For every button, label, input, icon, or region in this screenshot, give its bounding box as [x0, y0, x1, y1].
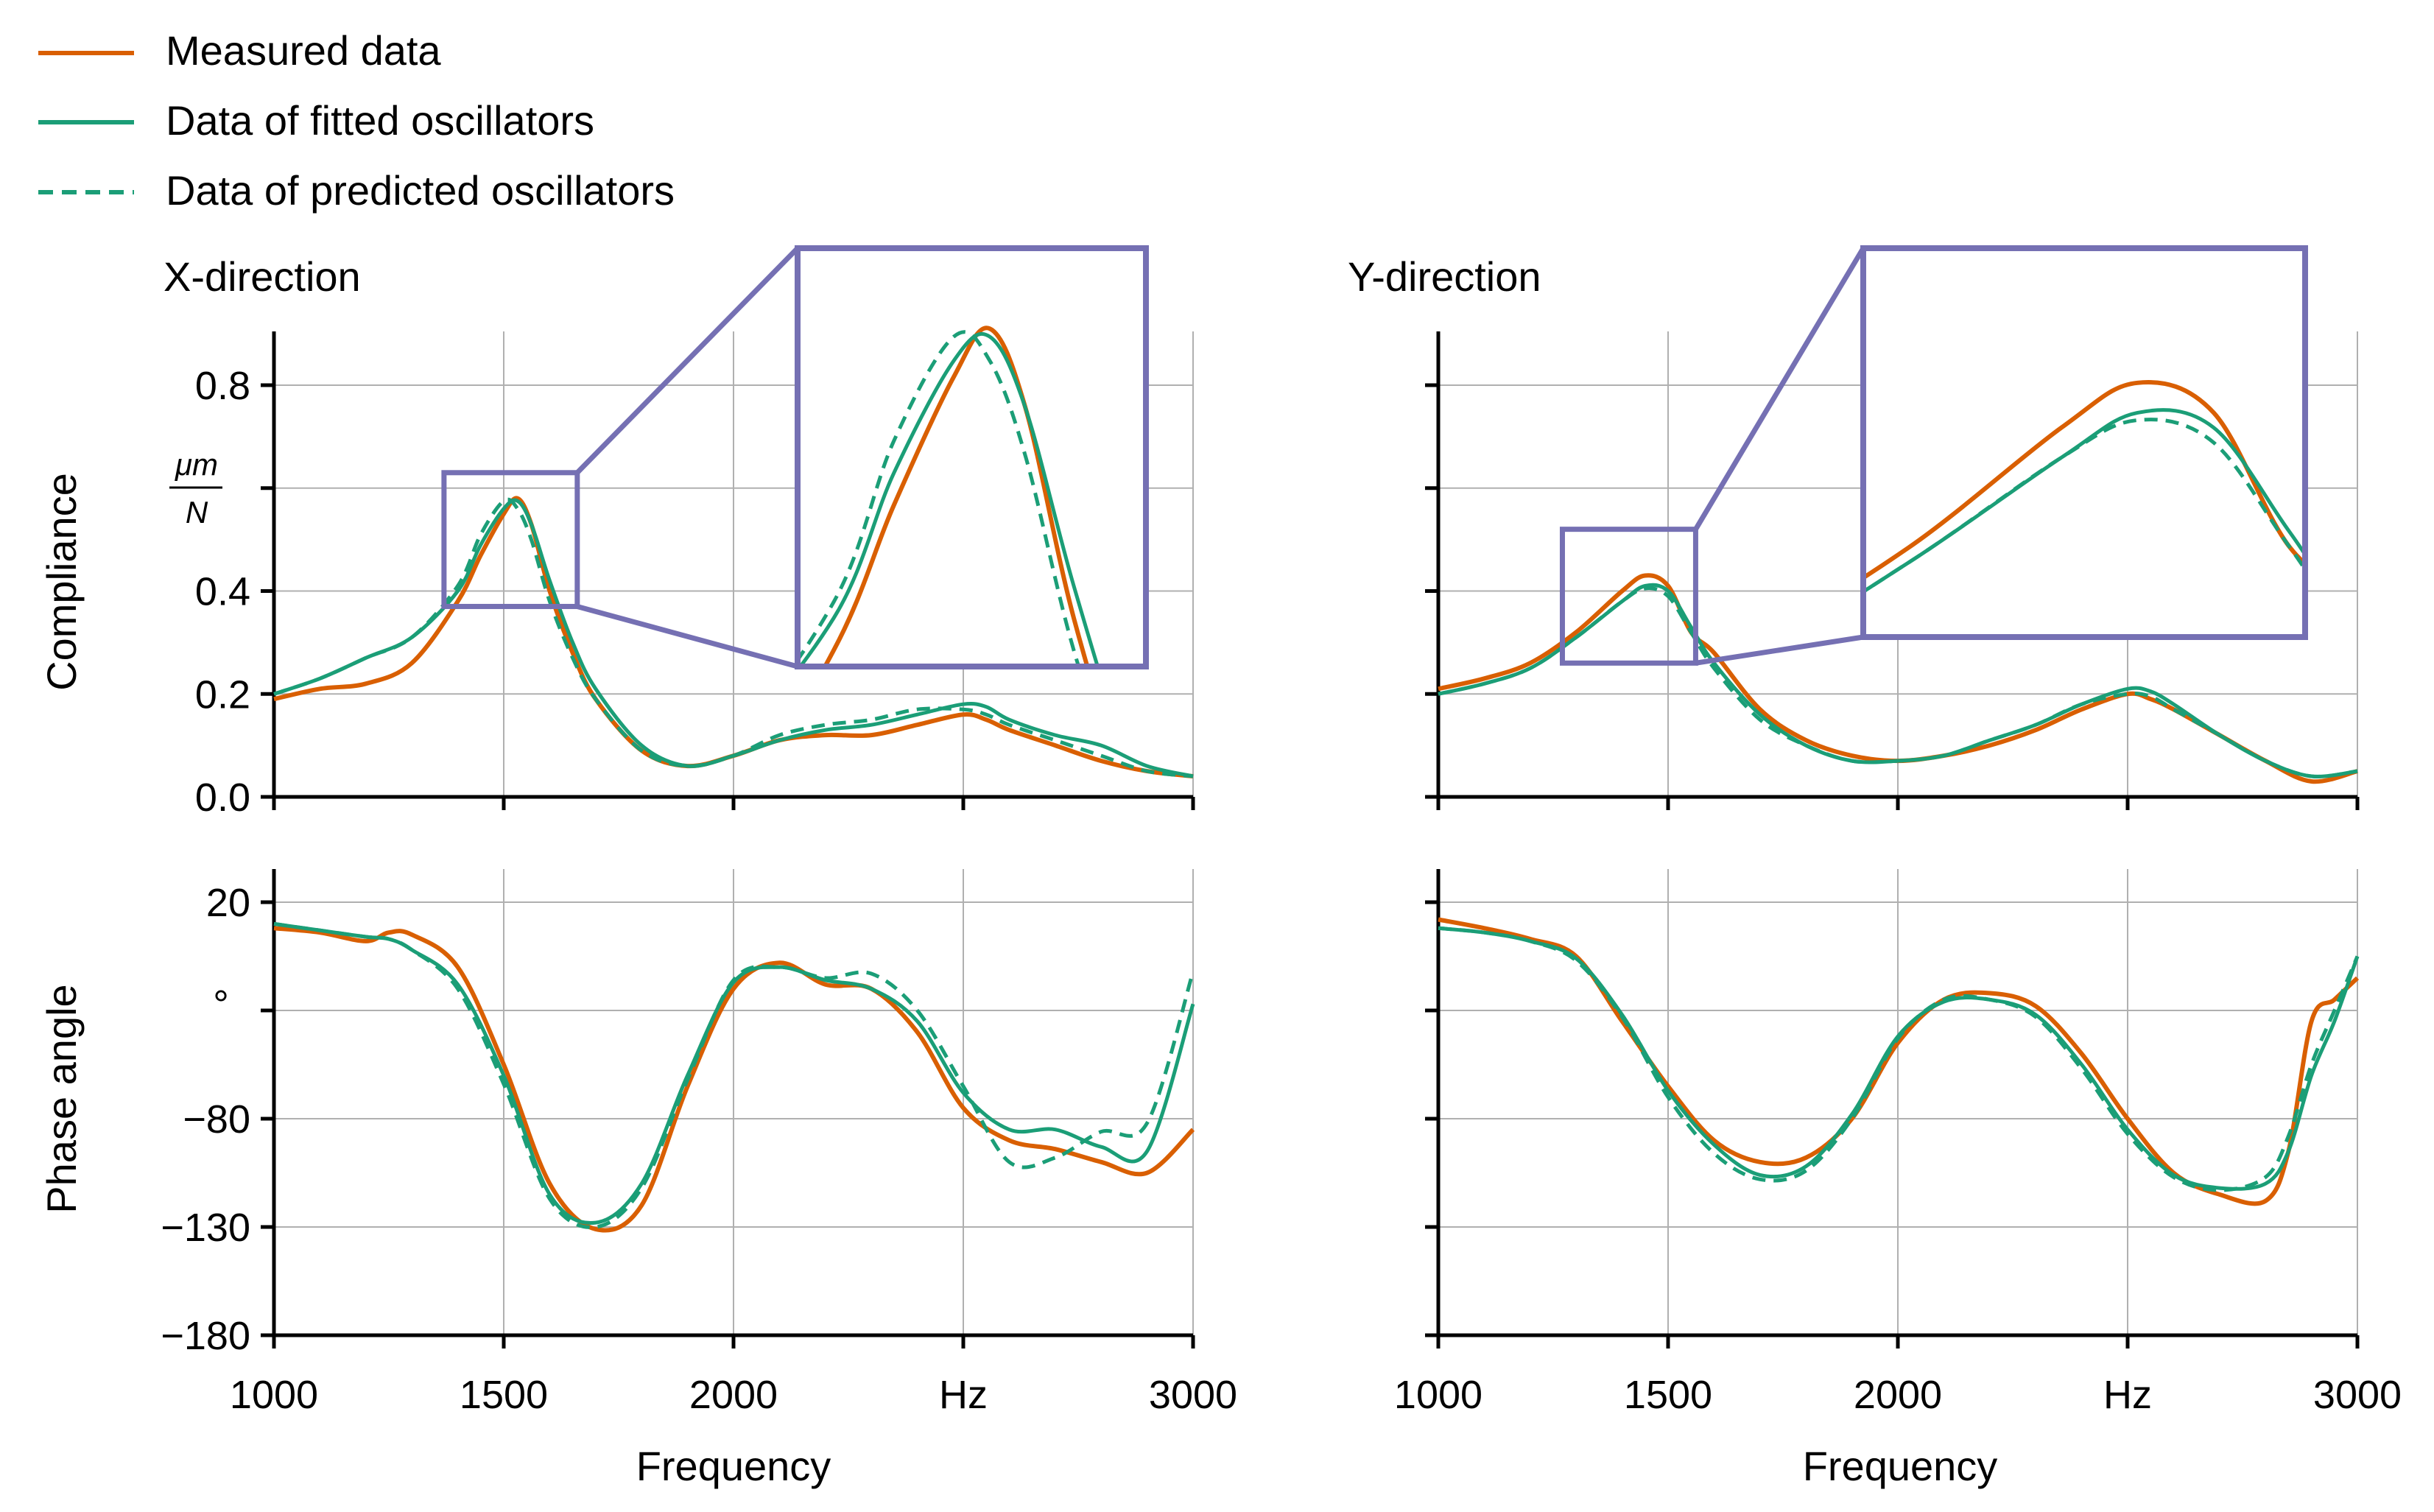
x-tick-label: 3000 — [1149, 1373, 1237, 1417]
y-tick-label: −180 — [161, 1314, 250, 1358]
panel-title-x: X-direction — [163, 253, 361, 300]
zoom-region — [441, 470, 580, 609]
y-tick-label: 0.2 — [195, 672, 250, 717]
xlabel-left: Frequency — [636, 1443, 831, 1489]
x-tick-label: 1500 — [460, 1373, 548, 1417]
zoom-connector — [576, 604, 798, 669]
y-tick-label: −80 — [183, 1097, 250, 1142]
inset-frame — [1860, 245, 2308, 640]
inset-series-data-of-predicted-oscillators — [798, 330, 1081, 667]
phase-axis-label: Phase angle — [38, 984, 85, 1213]
inset-series-measured-data — [822, 326, 1090, 667]
x-tick-label: 3000 — [2313, 1373, 2402, 1417]
inset-frame — [795, 245, 1149, 669]
plot-area: 0.0 0.2 0.4 0.8 −180 −130 −80 20 ° 1000 1500 2000 Hz… — [161, 245, 2402, 1417]
inset-plot — [1863, 380, 2305, 594]
zoom-connector — [1693, 247, 1866, 531]
series-data-of-predicted-oscillators — [1438, 586, 2358, 778]
y-tick-label: 0.8 — [195, 364, 250, 408]
panel-phase-x: −180 −130 −80 20 — [161, 869, 1195, 1358]
panel-compliance-y — [1425, 331, 2360, 810]
phase-unit-label: ° — [213, 982, 229, 1027]
y-tick-label: −130 — [161, 1206, 250, 1250]
x-tick-label: 1000 — [1394, 1373, 1482, 1417]
series-measured-data — [273, 926, 1195, 1233]
series-data-of-predicted-oscillators — [1438, 926, 2360, 1192]
y-tick-label: 0.4 — [195, 570, 250, 614]
series-data-of-fitted-oscillators — [273, 498, 1194, 778]
legend: Measured data Data of fitted oscillators… — [38, 27, 675, 214]
panel-title-y: Y-direction — [1348, 253, 1541, 300]
panel-phase-y — [1425, 869, 2360, 1349]
x-tick-label: 1500 — [1624, 1373, 1712, 1417]
zoom-connector — [1695, 634, 1864, 666]
inset-plot — [798, 326, 1100, 667]
compliance-unit-numerator: μm — [175, 447, 218, 482]
inset-x — [441, 245, 1149, 669]
inset-series-data-of-predicted-oscillators — [1863, 418, 2305, 594]
series-data-of-predicted-oscillators — [273, 497, 1194, 778]
legend-label-predicted: Data of predicted oscillators — [166, 167, 675, 214]
y-tick-label: 20 — [206, 881, 250, 925]
x-tick-label: 2000 — [689, 1373, 778, 1417]
legend-label-fitted: Data of fitted oscillators — [166, 97, 594, 144]
inset-y — [1559, 245, 2308, 666]
x-tick-label: Hz — [2103, 1373, 2152, 1417]
x-tick-label: 1000 — [230, 1373, 318, 1417]
inset-series-measured-data — [1863, 380, 2305, 581]
x-tick-label: 2000 — [1854, 1373, 1942, 1417]
series-data-of-predicted-oscillators — [273, 921, 1195, 1229]
compliance-unit-denominator: N — [186, 495, 208, 530]
y-tick-label: 0.0 — [195, 776, 250, 820]
legend-label-measured: Measured data — [166, 27, 441, 74]
x-tick-label: Hz — [939, 1373, 988, 1417]
inset-series-data-of-fitted-oscillators — [798, 331, 1100, 667]
compliance-axis-label: Compliance — [38, 473, 85, 691]
series-measured-data — [273, 496, 1194, 778]
zoom-connector — [575, 246, 800, 475]
zoom-region — [1559, 527, 1698, 666]
inset-background — [798, 248, 1146, 667]
xlabel-right: Frequency — [1803, 1443, 1998, 1489]
series-data-of-fitted-oscillators — [273, 921, 1195, 1226]
